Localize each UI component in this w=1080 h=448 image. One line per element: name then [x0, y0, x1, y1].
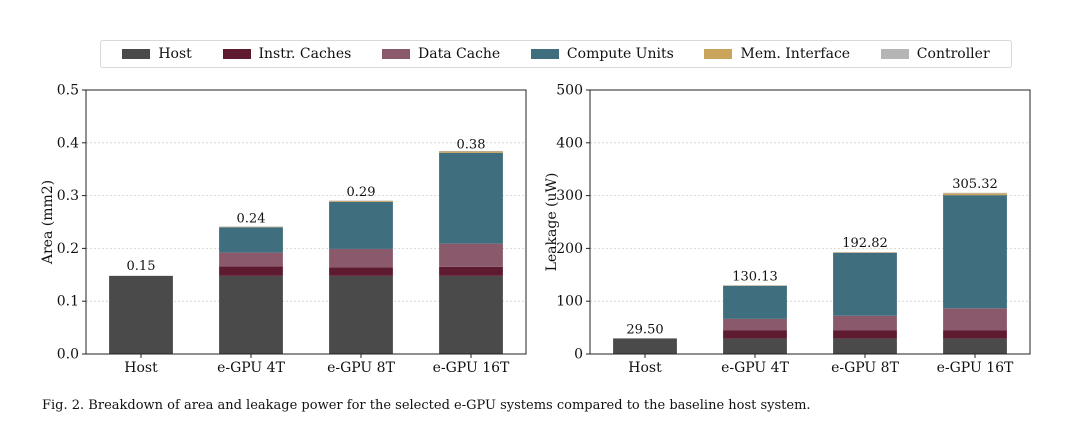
- legend-label-host: Host: [158, 46, 192, 62]
- area-bar-e-gpu-8t-controller: [329, 200, 393, 202]
- legend-item-compute-units: Compute Units: [530, 46, 674, 62]
- area-ytick-label: 0.3: [57, 188, 79, 204]
- area-bar-e-gpu-4t-compute-units: [219, 227, 283, 253]
- area-bar-e-gpu-8t-data-cache: [329, 248, 393, 268]
- leakage-bar-e-gpu-16t-compute-units: [943, 195, 1007, 309]
- area-bar-e-gpu-8t-instr-caches: [329, 267, 393, 276]
- legend-swatch-mem-interface: [704, 49, 733, 59]
- area-bar-e-gpu-4t-host: [219, 275, 283, 354]
- leakage-bar-e-gpu-4t-controller: [723, 285, 787, 286]
- area-ytick-label: 0.2: [57, 241, 79, 257]
- leakage-bar-e-gpu-4t-data-cache: [723, 318, 787, 331]
- area-xtick-label-e-gpu-16t: e-GPU 16T: [433, 360, 510, 376]
- legend-label-data-cache: Data Cache: [418, 46, 501, 62]
- legend-label-mem-interface: Mem. Interface: [740, 46, 851, 62]
- area-bar-e-gpu-16t-host: [439, 275, 503, 354]
- leakage-axes-frame: [589, 89, 1031, 355]
- figure-caption: Fig. 2. Breakdown of area and leakage po…: [42, 398, 811, 413]
- legend-label-compute-units: Compute Units: [566, 46, 674, 62]
- area-bar-e-gpu-16t-mem-interface: [439, 151, 503, 153]
- leakage-total-label-e-gpu-8t: 192.82: [842, 236, 888, 251]
- area-bar-e-gpu-16t-controller: [439, 150, 503, 152]
- leakage-xtick-label-e-gpu-8t: e-GPU 8T: [831, 360, 900, 376]
- area-bar-e-gpu-16t-compute-units: [439, 152, 503, 244]
- leakage-bar-e-gpu-16t-mem-interface: [943, 193, 1007, 196]
- legend-label-controller: Controller: [916, 46, 990, 62]
- leakage-ytick-label: 400: [556, 135, 583, 151]
- leakage-bar-e-gpu-8t-host: [833, 338, 897, 354]
- leakage-ytick-label: 100: [556, 294, 583, 310]
- area-total-label-e-gpu-4t: 0.24: [237, 211, 266, 226]
- leakage-bar-e-gpu-16t-data-cache: [943, 308, 1007, 331]
- leakage-ytick-label: 0: [574, 347, 583, 363]
- leakage-bar-e-gpu-4t-instr-caches: [723, 330, 787, 339]
- legend-swatch-controller: [880, 49, 909, 59]
- leakage-bar-host-host: [613, 338, 677, 354]
- area-total-label-host: 0.15: [127, 259, 156, 274]
- legend-swatch-compute-units: [530, 49, 559, 59]
- area-total-label-e-gpu-8t: 0.29: [347, 185, 376, 200]
- leakage-bar-e-gpu-16t-controller: [943, 192, 1007, 194]
- leakage-y-axis-label: Leakage (uW): [544, 173, 560, 272]
- leakage-bar-e-gpu-8t-controller: [833, 252, 897, 253]
- area-xtick-label-e-gpu-4t: e-GPU 4T: [217, 360, 286, 376]
- area-bar-e-gpu-4t-mem-interface: [219, 226, 283, 228]
- area-total-label-e-gpu-16t: 0.38: [457, 137, 486, 152]
- area-ytick-label: 0.4: [57, 135, 79, 151]
- area-bar-e-gpu-8t-compute-units: [329, 201, 393, 249]
- leakage-ytick-label: 200: [556, 241, 583, 257]
- area-ytick-label: 0.0: [57, 347, 79, 363]
- legend-item-controller: Controller: [880, 46, 990, 62]
- area-xtick-label-host: Host: [124, 360, 158, 376]
- area-bar-host-host: [109, 275, 173, 354]
- legend-swatch-instr-caches: [222, 49, 251, 59]
- leakage-bar-e-gpu-8t-instr-caches: [833, 330, 897, 339]
- leakage-xtick-label-e-gpu-16t: e-GPU 16T: [937, 360, 1014, 376]
- leakage-bar-e-gpu-16t-instr-caches: [943, 330, 1007, 339]
- area-bar-e-gpu-4t-instr-caches: [219, 266, 283, 276]
- leakage-xtick-label-host: Host: [628, 360, 662, 376]
- legend-swatch-host: [122, 49, 151, 59]
- legend-swatch-data-cache: [382, 49, 411, 59]
- legend-item-instr-caches: Instr. Caches: [222, 46, 352, 62]
- area-bar-e-gpu-16t-data-cache: [439, 243, 503, 267]
- leakage-bar-e-gpu-4t-compute-units: [723, 285, 787, 319]
- area-bar-e-gpu-8t-host: [329, 275, 393, 354]
- area-xtick-label-e-gpu-8t: e-GPU 8T: [327, 360, 396, 376]
- area-ytick-label: 0.1: [57, 294, 79, 310]
- area-bar-e-gpu-16t-instr-caches: [439, 266, 503, 276]
- area-bar-e-gpu-4t-data-cache: [219, 252, 283, 267]
- leakage-bar-e-gpu-4t-host: [723, 338, 787, 354]
- leakage-bar-e-gpu-8t-data-cache: [833, 315, 897, 331]
- area-axes-frame: [85, 89, 527, 355]
- leakage-ytick-label: 300: [556, 188, 583, 204]
- area-bar-e-gpu-8t-mem-interface: [329, 200, 393, 202]
- leakage-total-label-host: 29.50: [626, 322, 663, 337]
- area-y-axis-label: Area (mm2): [40, 180, 56, 265]
- area-ytick-label: 0.5: [57, 83, 79, 99]
- legend-item-host: Host: [122, 46, 192, 62]
- leakage-xtick-label-e-gpu-4t: e-GPU 4T: [721, 360, 790, 376]
- leakage-ytick-label: 500: [556, 83, 583, 99]
- area-bar-e-gpu-4t-controller: [219, 226, 283, 227]
- leakage-bar-e-gpu-8t-compute-units: [833, 252, 897, 316]
- legend-item-data-cache: Data Cache: [382, 46, 500, 62]
- leakage-bar-e-gpu-16t-host: [943, 338, 1007, 354]
- leakage-total-label-e-gpu-16t: 305.32: [952, 177, 998, 192]
- legend-label-instr-caches: Instr. Caches: [258, 46, 352, 62]
- chart-legend: Host Instr. Caches Data Cache Compute Un…: [100, 40, 1012, 68]
- leakage-total-label-e-gpu-4t: 130.13: [732, 269, 778, 284]
- legend-item-mem-interface: Mem. Interface: [704, 46, 850, 62]
